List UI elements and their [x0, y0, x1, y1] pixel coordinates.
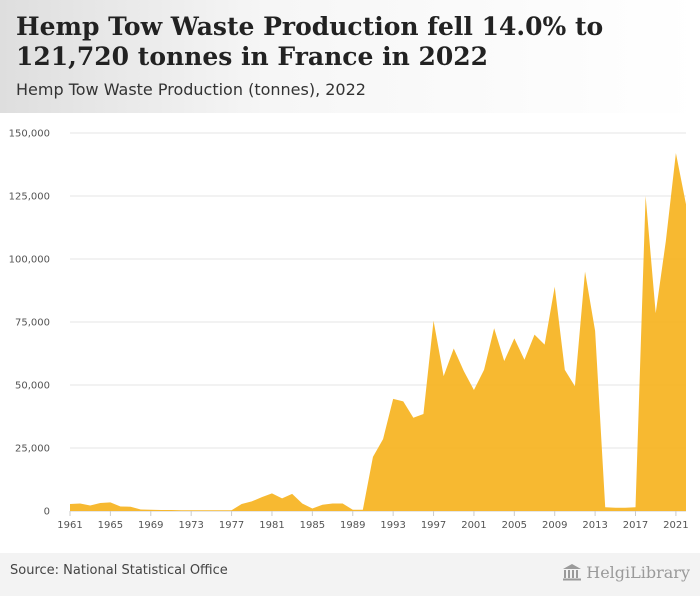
- y-tick-label: 75,000: [15, 318, 50, 329]
- chart-subtitle: Hemp Tow Waste Production (tonnes), 2022: [16, 80, 366, 99]
- x-tick-label: 1961: [57, 520, 82, 531]
- logo-text: HelgiLibrary: [586, 562, 690, 582]
- x-tick-label: 2005: [502, 520, 527, 531]
- x-tick-label: 1985: [300, 520, 325, 531]
- x-tick-label: 1973: [178, 520, 203, 531]
- library-building-icon: [563, 564, 582, 581]
- helgilibrary-logo: HelgiLibrary: [562, 560, 690, 584]
- gridlines: [70, 132, 686, 512]
- x-tick-label: 1965: [98, 520, 123, 531]
- area-chart: 0 25,000 50,000 75,000 100,000 125,000 150,000…: [9, 129, 689, 532]
- x-tick-label: 2017: [623, 520, 648, 531]
- x-axis: 1961 1965 1969 1973 1977 1981 1985 1989 1993 1997…: [57, 511, 689, 531]
- area-series-fill: [70, 153, 686, 511]
- x-tick-label: 1981: [259, 520, 284, 531]
- y-tick-label: 25,000: [15, 444, 50, 455]
- source-note: Source: National Statistical Office: [10, 563, 228, 578]
- x-tick-label: 1969: [138, 520, 163, 531]
- y-tick-label: 150,000: [9, 129, 50, 140]
- x-tick-label: 1977: [219, 520, 244, 531]
- y-tick-label: 100,000: [9, 255, 50, 266]
- area-series: [70, 153, 686, 511]
- x-tick-label: 2013: [582, 520, 607, 531]
- chart-header: Hemp Tow Waste Production fell 14.0% to …: [0, 0, 700, 113]
- y-tick-label: 125,000: [9, 192, 50, 203]
- x-tick-label: 2001: [461, 520, 486, 531]
- chart-title: Hemp Tow Waste Production fell 14.0% to …: [16, 12, 604, 71]
- y-tick-label: 0: [44, 507, 50, 518]
- y-tick-label: 50,000: [15, 381, 50, 392]
- x-tick-label: 1989: [340, 520, 365, 531]
- x-tick-label: 2021: [663, 520, 688, 531]
- x-tick-label: 2009: [542, 520, 567, 531]
- y-axis: 0 25,000 50,000 75,000 100,000 125,000 150,000: [9, 129, 50, 518]
- x-tick-label: 1997: [421, 520, 446, 531]
- chart-area: 0 25,000 50,000 75,000 100,000 125,000 150,000…: [0, 113, 700, 553]
- x-tick-label: 1993: [380, 520, 405, 531]
